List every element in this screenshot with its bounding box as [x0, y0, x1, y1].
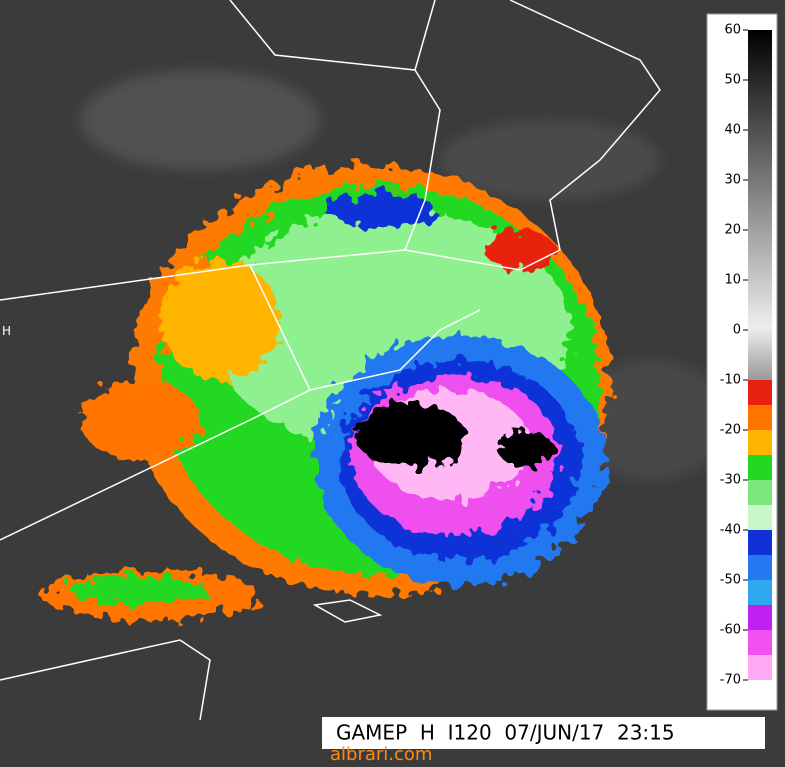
tick-label: 30 [724, 173, 741, 188]
storm [40, 165, 610, 620]
tick-label: 40 [724, 123, 741, 138]
color-band [748, 630, 772, 655]
tick-label: 10 [724, 273, 741, 288]
color-band [748, 530, 772, 555]
color-band [748, 680, 772, 705]
caption-box [322, 717, 765, 749]
map-label: H [2, 324, 11, 338]
color-band [748, 655, 772, 680]
tick-label: -20 [720, 423, 741, 438]
clouds [80, 70, 730, 480]
tick-label: -60 [720, 623, 741, 638]
watermark: albrari.com [330, 744, 432, 765]
color-band [748, 580, 772, 605]
color-band [748, 380, 772, 405]
tick-label: -30 [720, 473, 741, 488]
caption: GAMEP H I120 07/JUN/17 23:15 [336, 721, 675, 745]
color-band [748, 505, 772, 530]
color-band [748, 430, 772, 455]
color-band [748, 605, 772, 630]
borders [0, 0, 661, 721]
tick-label: 60 [724, 23, 741, 38]
color-band [748, 480, 772, 505]
tick-label: -70 [720, 673, 741, 688]
colorbar: 60 50 40 30 20 10 0 -10 -20 -30 -40 -50 -60 -70 [720, 23, 772, 705]
tick-label: 0 [733, 323, 741, 338]
tick-label: 50 [724, 73, 741, 88]
tick-label: 20 [724, 223, 741, 238]
tick-label: -40 [720, 523, 741, 538]
gray-ramp [748, 30, 772, 380]
tick-label: -50 [720, 573, 741, 588]
color-band [748, 555, 772, 580]
color-band [748, 455, 772, 480]
tick-label: -10 [720, 373, 741, 388]
color-band [748, 405, 772, 430]
